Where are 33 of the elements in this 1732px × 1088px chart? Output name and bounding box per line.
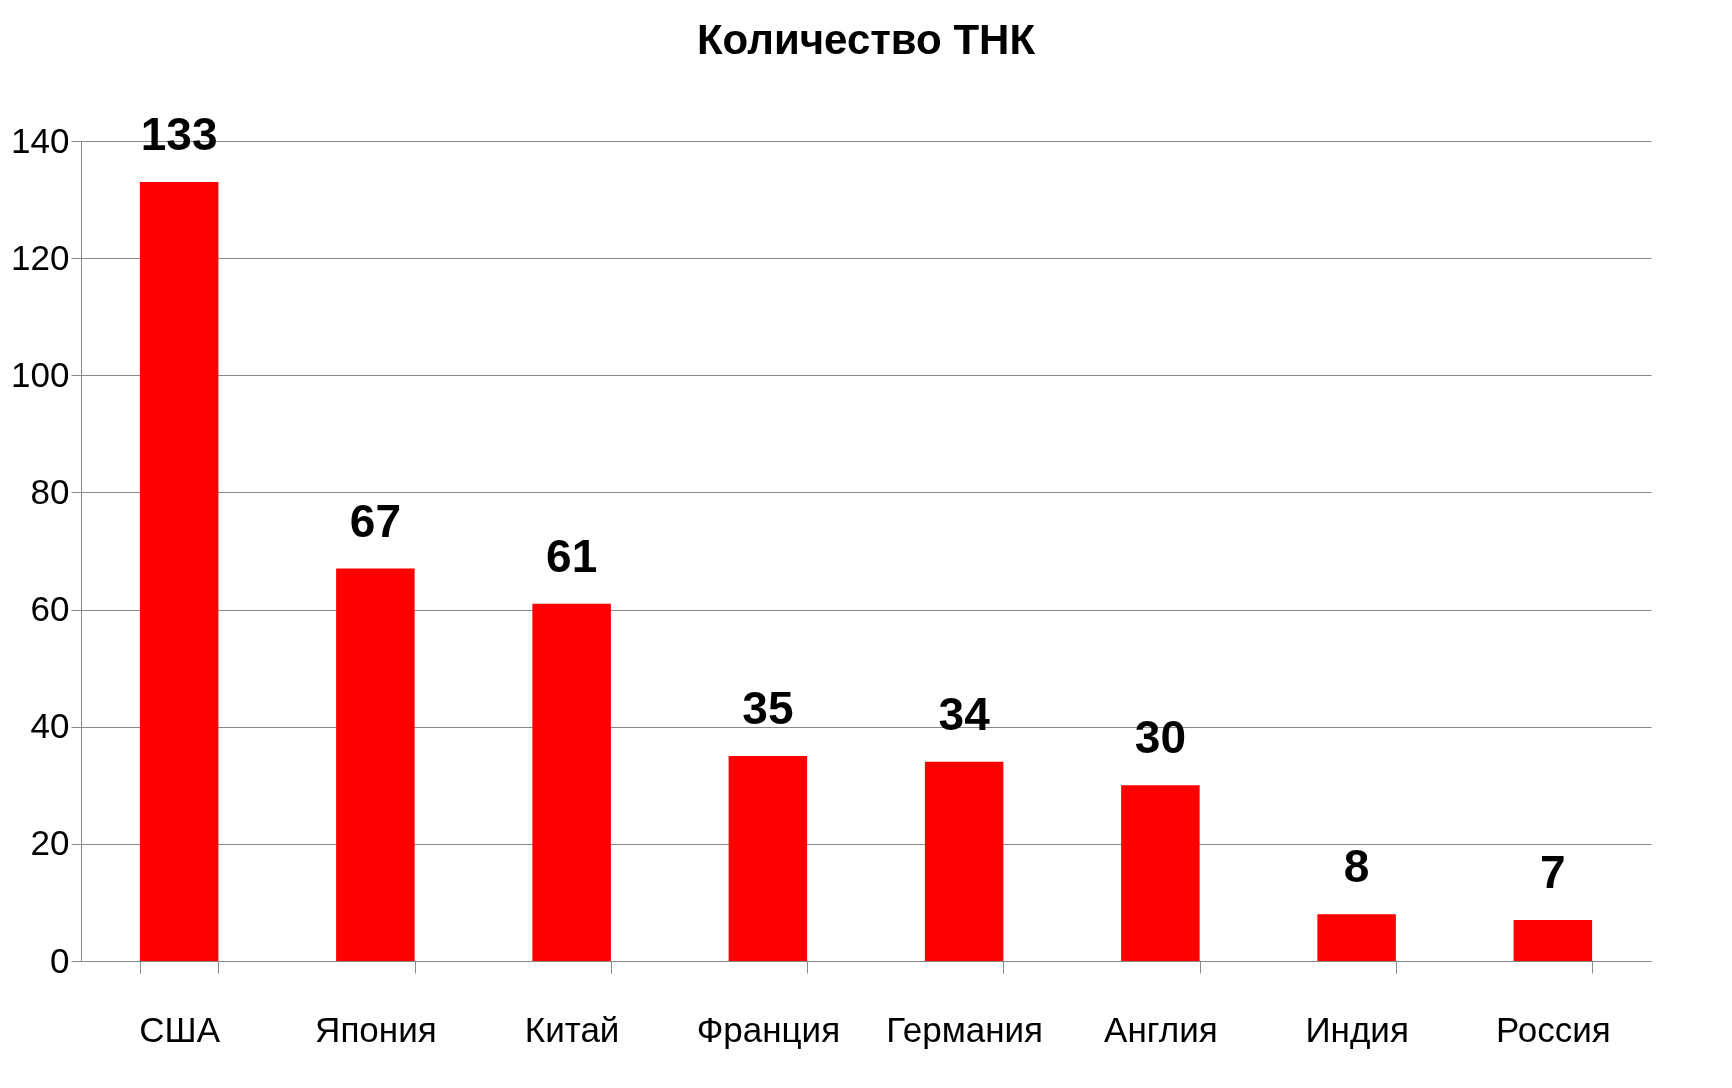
y-tick-label: 60 [30, 589, 70, 629]
y-tick-label: 20 [30, 823, 70, 863]
bar [336, 568, 415, 961]
bar [1317, 914, 1396, 961]
y-tick-label: 140 [11, 120, 70, 160]
chart-title: Количество ТНК [696, 16, 1036, 63]
data-label: 30 [1134, 711, 1186, 764]
y-tick-label: 0 [50, 940, 70, 980]
bar [139, 182, 219, 961]
bar [1513, 920, 1593, 961]
x-tick-label: Индия [1305, 1009, 1409, 1049]
data-label: 67 [349, 494, 401, 547]
x-tick-label: Германия [886, 1009, 1044, 1049]
data-label: 7 [1540, 846, 1566, 898]
bar [924, 761, 1004, 961]
x-tick-label: США [139, 1009, 221, 1049]
data-label: 133 [140, 108, 218, 160]
y-tick-label: 80 [30, 471, 70, 511]
data-label: 8 [1343, 840, 1370, 893]
x-tick-label: Россия [1495, 1009, 1611, 1049]
data-label: 34 [938, 687, 991, 740]
bar [728, 756, 808, 961]
bar [532, 603, 611, 961]
x-tick-label: Япония [315, 1009, 437, 1049]
data-label: 35 [742, 682, 794, 734]
x-tick-label: Китай [524, 1009, 620, 1049]
x-tick-label: Франция [696, 1009, 841, 1049]
bar [1121, 785, 1200, 961]
y-tick-label: 120 [11, 237, 70, 277]
y-tick-label: 100 [11, 354, 70, 394]
data-label: 61 [546, 529, 598, 582]
y-tick-label: 40 [30, 706, 70, 746]
x-tick-label: Англия [1104, 1009, 1218, 1049]
